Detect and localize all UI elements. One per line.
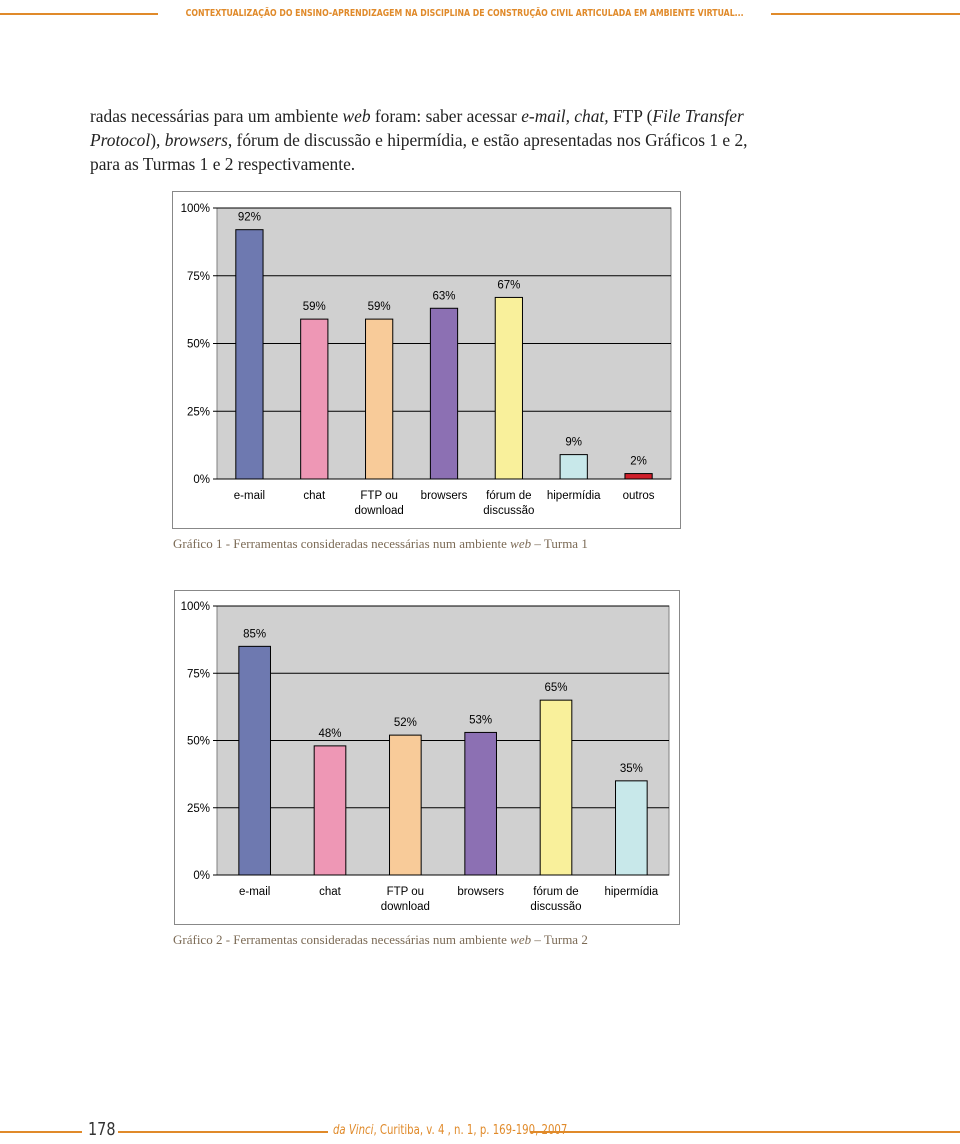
- text-run: browsers: [164, 130, 228, 150]
- x-tick-label: fórum de discussão: [530, 886, 581, 913]
- y-tick-label: 0%: [193, 870, 210, 882]
- text-run: e-mail, chat,: [521, 106, 609, 126]
- bar: [559, 454, 588, 480]
- y-tick-label: 50%: [187, 339, 210, 351]
- x-tick-label: e-mail: [239, 886, 270, 898]
- y-tick-label: 25%: [187, 406, 210, 418]
- rule: [530, 1131, 960, 1133]
- text-run: web: [510, 932, 532, 947]
- bar: [300, 318, 329, 480]
- bar: [365, 318, 394, 480]
- text-run: , Curitiba, v. 4 , n. 1, p. 169-190, 200…: [373, 1123, 568, 1138]
- bar: [238, 645, 271, 876]
- value-label: 63%: [432, 290, 455, 302]
- y-tick-label: 75%: [187, 271, 210, 283]
- x-tick-label: FTP ou download: [355, 490, 404, 517]
- text-run: – Turma 1: [531, 536, 588, 551]
- citation: da Vinci, Curitiba, v. 4 , n. 1, p. 169-…: [333, 1123, 567, 1138]
- rule: [0, 1131, 82, 1133]
- chart: 0% 25% 50% 75% 100% 92% e-mail 59% chat 59% FTP ou…: [172, 191, 681, 529]
- x-tick-label: browsers: [457, 886, 504, 898]
- x-tick-label: hipermídia: [604, 886, 658, 898]
- bar: [494, 296, 523, 480]
- x-tick-label: FTP ou download: [381, 886, 430, 913]
- value-label: 67%: [497, 279, 520, 291]
- page-number: 178: [88, 1119, 116, 1140]
- text-run: web: [510, 536, 532, 551]
- value-label: 35%: [620, 763, 643, 775]
- text-run: web: [342, 106, 371, 126]
- running-header: CONTEXTUALIZAÇÃO DO ENSINO-APRENDIZAGEM …: [0, 8, 960, 19]
- x-tick-label: chat: [303, 490, 326, 502]
- x-tick-label: fórum de discussão: [483, 490, 534, 517]
- rule: [118, 1131, 328, 1133]
- chart: 0% 25% 50% 75% 100% 85% e-mail 48% chat 52% FTP ou…: [174, 590, 680, 925]
- text-run: foram: saber acessar: [370, 106, 522, 126]
- text-run: ),: [150, 130, 165, 150]
- bar: [539, 699, 573, 876]
- bar: [235, 229, 264, 480]
- text-run: da Vinci: [333, 1123, 374, 1138]
- text-run: – Turma 2: [531, 932, 588, 947]
- value-label: 48%: [318, 728, 341, 740]
- bar: [429, 307, 459, 480]
- footer: 178 da Vinci, Curitiba, v. 4 , n. 1, p. …: [0, 1119, 960, 1143]
- bar: [313, 745, 347, 876]
- x-tick-label: chat: [319, 886, 342, 898]
- text-run: , fórum de discussão e hipermídia, e est…: [90, 130, 748, 174]
- text-run: FTP (: [608, 106, 653, 126]
- bar: [624, 473, 653, 480]
- value-label: 85%: [243, 628, 266, 640]
- value-label: 53%: [469, 714, 492, 726]
- rule: [771, 12, 960, 15]
- text-run: Gráfico 2 - Ferramentas consideradas nec…: [173, 932, 511, 947]
- value-label: 9%: [565, 437, 582, 449]
- y-tick-label: 75%: [187, 668, 210, 680]
- value-label: 59%: [368, 301, 391, 313]
- x-tick-label: e-mail: [234, 490, 265, 502]
- value-label: 2%: [630, 456, 647, 468]
- text-run: radas necessárias para um ambiente: [90, 106, 343, 126]
- value-label: 65%: [544, 682, 567, 694]
- text-run: File Transfer Protocol: [90, 106, 744, 150]
- x-tick-label: hipermídia: [547, 490, 601, 502]
- value-label: 52%: [394, 717, 417, 729]
- rule: [0, 12, 158, 15]
- caption: Gráfico 1 - Ferramentas consideradas nec…: [173, 536, 588, 552]
- x-tick-label: outros: [623, 490, 655, 502]
- text-run: Gráfico 1 - Ferramentas consideradas nec…: [173, 536, 511, 551]
- x-tick-label: browsers: [421, 490, 468, 502]
- y-tick-label: 100%: [181, 203, 210, 215]
- value-label: 92%: [238, 212, 261, 224]
- y-tick-label: 100%: [181, 601, 210, 613]
- bar: [389, 734, 422, 876]
- y-tick-label: 50%: [187, 736, 210, 748]
- paragraph: radas necessárias para um ambiente web f…: [90, 104, 770, 176]
- y-tick-label: 25%: [187, 803, 210, 815]
- value-label: 59%: [303, 301, 326, 313]
- bar: [615, 780, 648, 876]
- header-title: CONTEXTUALIZAÇÃO DO ENSINO-APRENDIZAGEM …: [185, 8, 744, 19]
- bar: [464, 731, 497, 876]
- caption: Gráfico 2 - Ferramentas consideradas nec…: [173, 932, 588, 948]
- y-tick-label: 0%: [193, 474, 210, 486]
